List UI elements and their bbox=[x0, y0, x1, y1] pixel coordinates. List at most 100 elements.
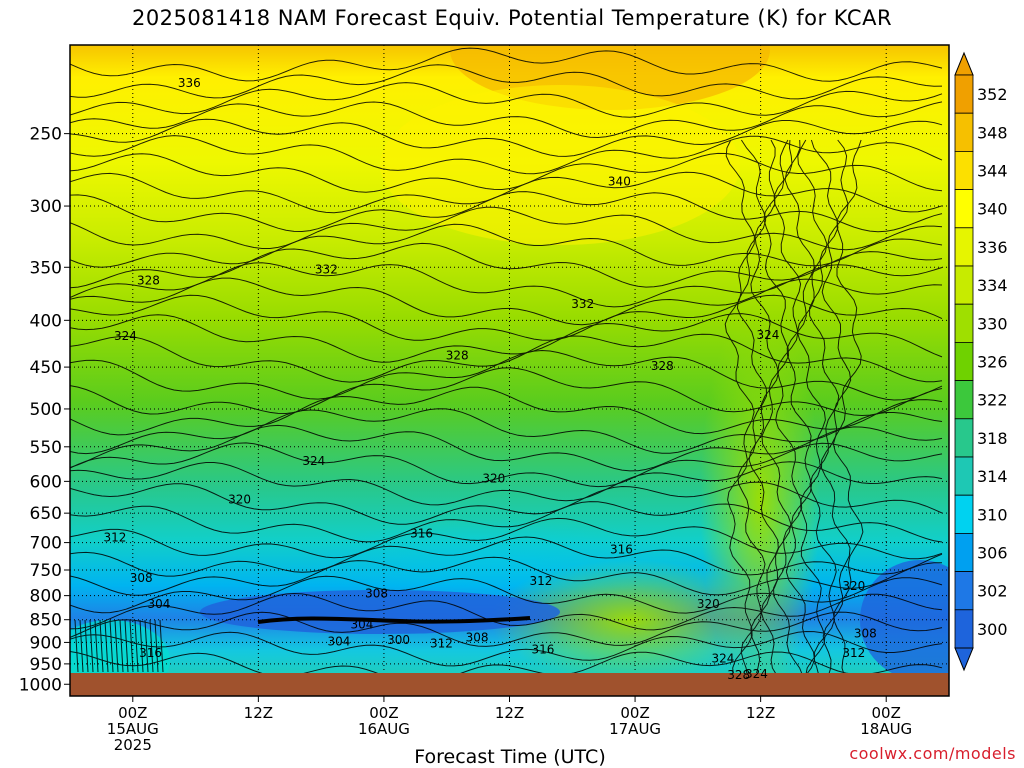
colorbar-label: 352 bbox=[977, 85, 1008, 104]
colorbar-segment bbox=[954, 150, 974, 190]
contour-label: 312 bbox=[529, 574, 552, 588]
contour-label: 320 bbox=[482, 472, 505, 486]
x-tick-label: 16AUG bbox=[358, 720, 410, 738]
contour-line bbox=[70, 481, 943, 525]
y-tick-label: 1000 bbox=[19, 675, 62, 695]
contour-line bbox=[74, 619, 79, 673]
contour-label: 312 bbox=[104, 530, 127, 544]
x-tick-label: 12Z bbox=[495, 704, 524, 722]
contour-line bbox=[70, 517, 943, 560]
credit-link[interactable]: coolwx.com/models bbox=[849, 744, 1016, 763]
contour-line bbox=[760, 139, 792, 677]
x-tick-label: 00Z bbox=[620, 704, 649, 722]
contour-line bbox=[70, 223, 943, 268]
x-tick-label: 00Z bbox=[369, 704, 398, 722]
contour-line bbox=[784, 139, 816, 677]
contour-label: 304 bbox=[327, 635, 350, 649]
contour-label: 324 bbox=[302, 454, 325, 468]
y-tick-label: 750 bbox=[30, 561, 62, 581]
contour-line bbox=[70, 135, 943, 175]
contour-line bbox=[70, 630, 943, 667]
contour-line bbox=[70, 651, 943, 685]
colorbar: 352 348 344 340 336 334 330 326 322 318 314 310 306 3… bbox=[954, 51, 1008, 672]
colorbar-segment bbox=[954, 571, 974, 611]
contour-label: 316 bbox=[410, 526, 433, 540]
contour-label: 316 bbox=[610, 542, 633, 556]
contour-line bbox=[70, 611, 943, 647]
contour-line bbox=[773, 139, 804, 677]
contour-line bbox=[70, 294, 943, 341]
contour-label: 336 bbox=[178, 76, 201, 90]
x-tick-label: 15AUG bbox=[107, 720, 159, 738]
y-tick-label: 400 bbox=[30, 311, 62, 331]
contour-label: 328 bbox=[651, 359, 674, 373]
contour-label: 320 bbox=[697, 597, 720, 611]
x-tick-label: 00Z bbox=[872, 704, 901, 722]
colorbar-segment bbox=[954, 265, 974, 305]
contour-line bbox=[70, 152, 943, 193]
contour-label: 320 bbox=[842, 579, 865, 593]
contour-line bbox=[70, 171, 943, 214]
colorbar-segment bbox=[954, 494, 974, 534]
contour-line bbox=[89, 619, 94, 673]
x-axis-title: Forecast Time (UTC) bbox=[414, 746, 606, 768]
y-tick-label: 850 bbox=[30, 611, 62, 631]
y-tick-label: 550 bbox=[30, 438, 62, 458]
colorbar-segment bbox=[954, 609, 974, 649]
contour-line bbox=[736, 139, 768, 677]
colorbar-segment bbox=[954, 189, 974, 229]
contour-label: 340 bbox=[608, 174, 631, 188]
contour-line bbox=[70, 442, 943, 488]
contour-line bbox=[70, 118, 943, 157]
colorbar-label: 302 bbox=[977, 582, 1008, 601]
contour-label: 324 bbox=[712, 651, 735, 665]
colorbar-segment bbox=[954, 533, 974, 573]
colorbar-label: 334 bbox=[977, 276, 1008, 295]
contour-label: 304 bbox=[351, 617, 374, 631]
y-tick-label: 800 bbox=[30, 587, 62, 607]
contour-labels: 3363283323243283323403283243243203203163… bbox=[104, 76, 877, 682]
colorbar-label: 300 bbox=[977, 620, 1008, 639]
contour-line bbox=[796, 139, 828, 677]
contour-line bbox=[70, 461, 943, 506]
contour-line bbox=[159, 619, 164, 673]
contour-line bbox=[134, 619, 139, 673]
y-tick-label: 450 bbox=[30, 358, 62, 378]
colorbar-segment bbox=[954, 341, 974, 381]
contour-label: 328 bbox=[727, 668, 750, 682]
contour-label: 316 bbox=[532, 642, 555, 656]
contour-line bbox=[104, 619, 109, 673]
y-tick-label: 250 bbox=[30, 125, 62, 145]
contour-label: 316 bbox=[139, 646, 162, 660]
contour-label: 308 bbox=[365, 587, 388, 601]
colorbar-segment bbox=[954, 303, 974, 343]
x-tick-label: 17AUG bbox=[609, 720, 661, 738]
contour-line bbox=[70, 501, 943, 543]
colorbar-top-arrow bbox=[954, 51, 974, 76]
contour-label: 300 bbox=[387, 633, 410, 647]
contour-line bbox=[144, 619, 149, 673]
colorbar-label: 330 bbox=[977, 314, 1008, 333]
contour-line bbox=[70, 64, 943, 100]
x-tick-label: 18AUG bbox=[860, 720, 912, 738]
contour-label: 324 bbox=[757, 328, 780, 342]
colorbar-label: 310 bbox=[977, 505, 1008, 524]
contour-label: 332 bbox=[315, 263, 338, 277]
contour-line bbox=[70, 575, 943, 614]
colorbar-segment bbox=[954, 112, 974, 152]
contour-line bbox=[724, 139, 755, 677]
contour-line bbox=[70, 556, 943, 596]
contour-line bbox=[70, 82, 943, 118]
contour-line bbox=[70, 47, 943, 82]
colorbar-segment bbox=[954, 418, 974, 458]
contour-label: 312 bbox=[430, 636, 453, 650]
contour-line bbox=[748, 139, 780, 677]
contour-line bbox=[119, 619, 124, 673]
contour-line bbox=[70, 349, 943, 401]
contour-line bbox=[124, 619, 129, 673]
contour-line bbox=[70, 424, 943, 472]
colorbar-label: 340 bbox=[977, 200, 1008, 219]
contour-line bbox=[139, 619, 144, 673]
